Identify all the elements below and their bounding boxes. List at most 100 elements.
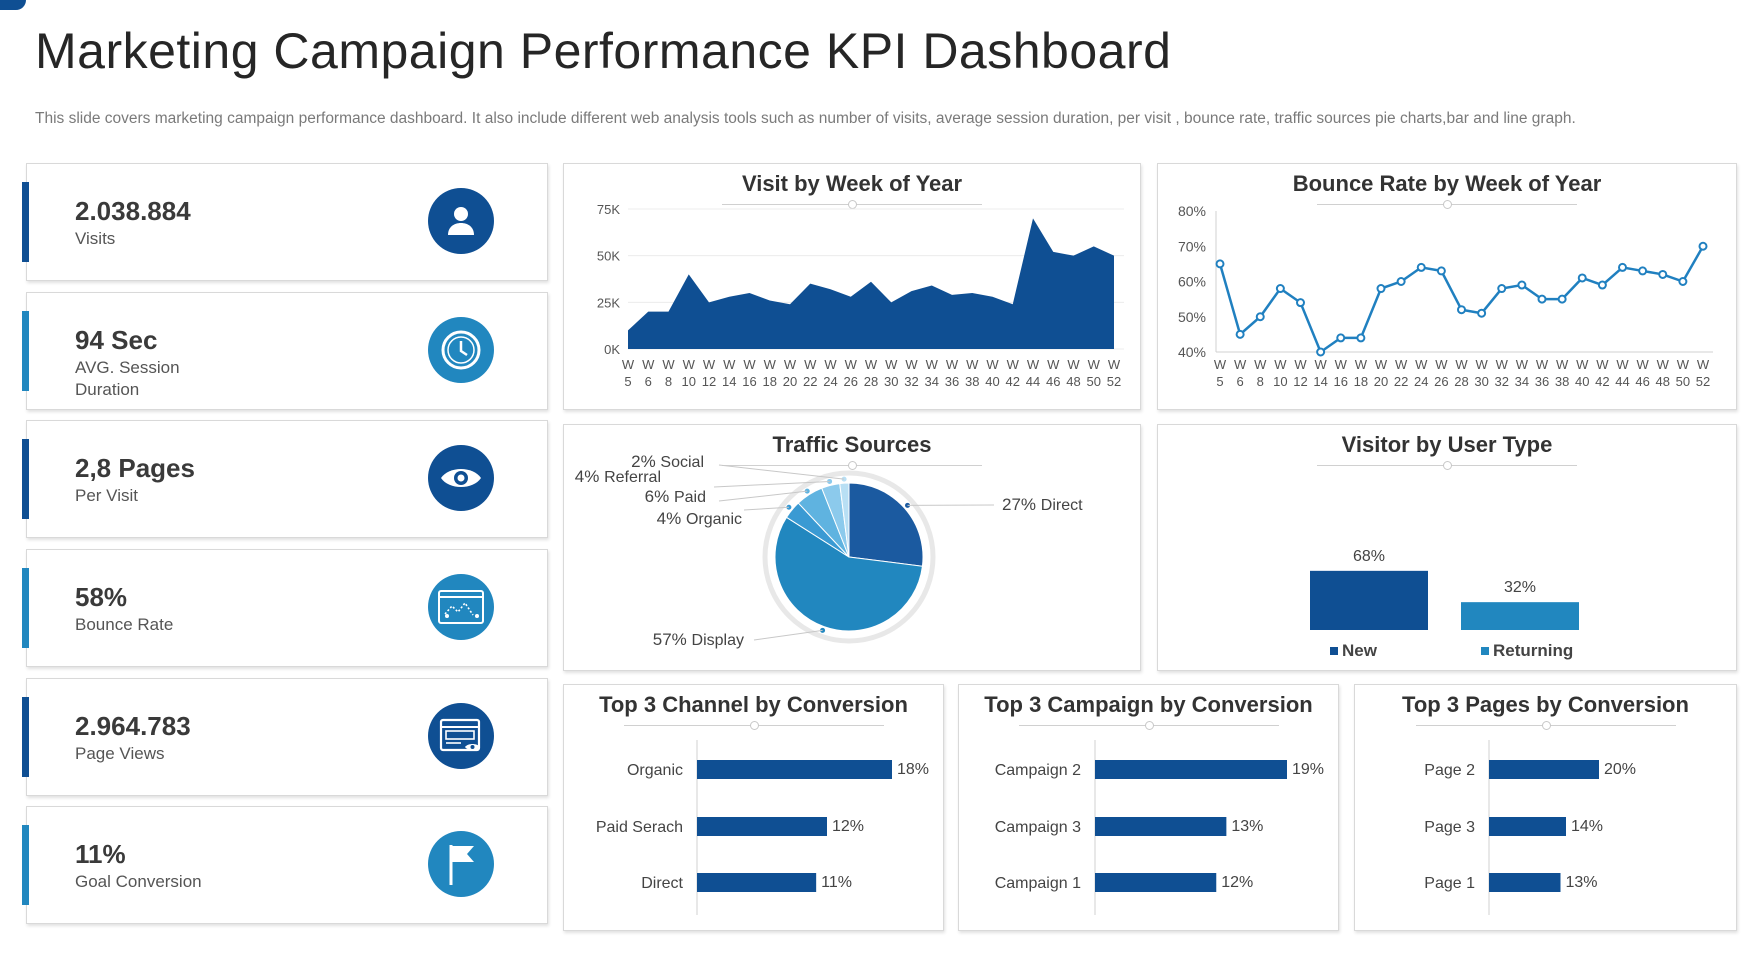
x-tick-label: W <box>662 357 675 372</box>
pages-bar-chart: Page 2 20% Page 3 14% Page 1 13% <box>1424 740 1636 915</box>
y-tick-label: 80% <box>1178 203 1206 219</box>
pie-label-organic: 4% Organic <box>657 509 742 528</box>
channel-conversion-panel: Top 3 Channel by Conversion Organic 18% Pa… <box>563 684 944 931</box>
x-tick-label: W <box>723 357 736 372</box>
bounce-chart-panel: Bounce Rate by Week of Year 80% 70% 60% 50%… <box>1157 163 1737 410</box>
x-tick-label: 34 <box>1515 374 1529 389</box>
data-point <box>1678 277 1688 286</box>
x-tick-label: 10 <box>682 374 696 389</box>
leader-line <box>753 629 823 641</box>
campaign-bar-chart: Campaign 2 19% Campaign 3 13% Campaign 1 12% <box>995 740 1324 915</box>
data-point <box>1618 262 1627 272</box>
legend-label: New <box>1342 641 1378 660</box>
y-tick-label: 70% <box>1178 238 1206 254</box>
conversion-bar <box>1489 873 1561 892</box>
bar-data-label: 12% <box>832 818 864 835</box>
page-subtitle: This slide covers marketing campaign per… <box>35 110 1576 127</box>
bar-data-label: 14% <box>1571 818 1603 835</box>
kpi-label: AVG. Session Duration <box>75 358 180 399</box>
conversion-bar <box>1489 760 1599 779</box>
legend-swatch <box>1481 647 1489 655</box>
x-tick-label: 48 <box>1656 374 1670 389</box>
x-tick-label: W <box>1294 357 1307 372</box>
visits-chart-panel: Visit by Week of Year 75K 50K 25K 0K W 5 W 6 W 8 W… <box>563 163 1141 410</box>
y-tick-label: 50% <box>1178 309 1206 325</box>
x-tick-label: 26 <box>844 374 858 389</box>
data-point <box>1316 347 1326 357</box>
x-tick-label: W <box>926 357 939 372</box>
x-tick-label: 18 <box>763 374 777 389</box>
x-tick-label: 16 <box>742 374 756 389</box>
x-tick-label: W <box>1536 357 1549 372</box>
data-point <box>1416 262 1426 272</box>
flag-icon <box>428 831 494 897</box>
legend-swatch <box>1330 647 1338 655</box>
category-label: Campaign 3 <box>995 819 1081 836</box>
bar-data-label: 13% <box>1231 818 1263 835</box>
category-label: Page 3 <box>1424 819 1475 836</box>
slice-name: Display <box>692 632 744 649</box>
kpi-label: Page Views <box>75 744 165 763</box>
pie-label-paid: 6% Paid <box>645 487 706 506</box>
kpi-accent-bar <box>22 697 29 777</box>
x-tick-label: W <box>1455 357 1468 372</box>
x-tick-label: 46 <box>1635 374 1649 389</box>
x-tick-label: W <box>1636 357 1649 372</box>
leader-line <box>718 464 845 480</box>
slice-name: Direct <box>1041 497 1083 514</box>
x-tick-label: 14 <box>1313 374 1327 389</box>
x-tick-label: 16 <box>1334 374 1348 389</box>
x-tick-label: W <box>642 357 655 372</box>
slice-percent: 57% <box>653 630 687 649</box>
x-tick-label: W <box>824 357 837 372</box>
category-label: Campaign 2 <box>995 762 1081 779</box>
traffic-sources-panel: Traffic Sources 27% Direct 57% Display 4% … <box>563 424 1141 671</box>
y-tick-label: 75K <box>597 202 620 217</box>
kpi-accent-bar <box>22 825 29 905</box>
user-type-panel: Visitor by User Type 68% New 32% Returning <box>1157 424 1737 671</box>
x-tick-label: 24 <box>823 374 837 389</box>
kpi-value: 2.038.884 <box>75 196 191 226</box>
leader-line <box>743 506 789 511</box>
kpi-accent-bar <box>22 182 29 262</box>
x-tick-label: 26 <box>1434 374 1448 389</box>
pie-ring <box>762 470 936 644</box>
slice-percent: 2% <box>631 452 656 471</box>
x-tick-label: W <box>885 357 898 372</box>
channel-bar-chart: Organic 18% Paid Serach 12% Direct 11% <box>596 740 929 915</box>
bar-data-label: 20% <box>1604 761 1636 778</box>
kpi-accent-bar <box>22 311 29 391</box>
x-tick-label: W <box>1214 357 1227 372</box>
x-tick-label: W <box>1047 357 1060 372</box>
page-title: Marketing Campaign Performance KPI Dashb… <box>35 23 1172 79</box>
x-tick-label: W <box>1697 357 1710 372</box>
slice-percent: 4% <box>575 467 600 486</box>
kpi-card: 94 Sec AVG. Session Duration <box>22 292 548 410</box>
web-analytics-icon <box>428 574 494 640</box>
user-icon <box>428 188 494 254</box>
slice-name: Social <box>660 454 704 471</box>
user-type-bar <box>1461 602 1579 630</box>
pie-slice-display <box>774 516 923 632</box>
x-tick-label: W <box>1415 357 1428 372</box>
x-tick-label: 46 <box>1046 374 1060 389</box>
category-label: Page 2 <box>1424 762 1475 779</box>
x-tick-label: 8 <box>1257 374 1264 389</box>
bar-data-label: 13% <box>1566 874 1598 891</box>
visits-chart-title: Visit by Week of Year <box>741 171 963 196</box>
x-tick-label: W <box>1067 357 1080 372</box>
conversion-bar <box>1095 817 1227 836</box>
campaign-conversion-title: Top 3 Campaign by Conversion <box>984 692 1313 717</box>
conversion-bar <box>697 760 892 779</box>
bar-data-label: 11% <box>821 874 852 891</box>
x-tick-label: W <box>1007 357 1020 372</box>
x-tick-label: W <box>1108 357 1121 372</box>
bar-data-label: 18% <box>897 761 929 778</box>
visits-area-chart: 75K50K25K0KW5W6W8W10W12W14W16W18W20W22W2… <box>597 202 1124 389</box>
x-tick-label: 12 <box>1293 374 1307 389</box>
y-tick-label: 40% <box>1178 344 1206 360</box>
x-tick-label: 6 <box>1237 374 1244 389</box>
data-point <box>1396 277 1406 286</box>
y-tick-label: 0K <box>604 342 620 357</box>
